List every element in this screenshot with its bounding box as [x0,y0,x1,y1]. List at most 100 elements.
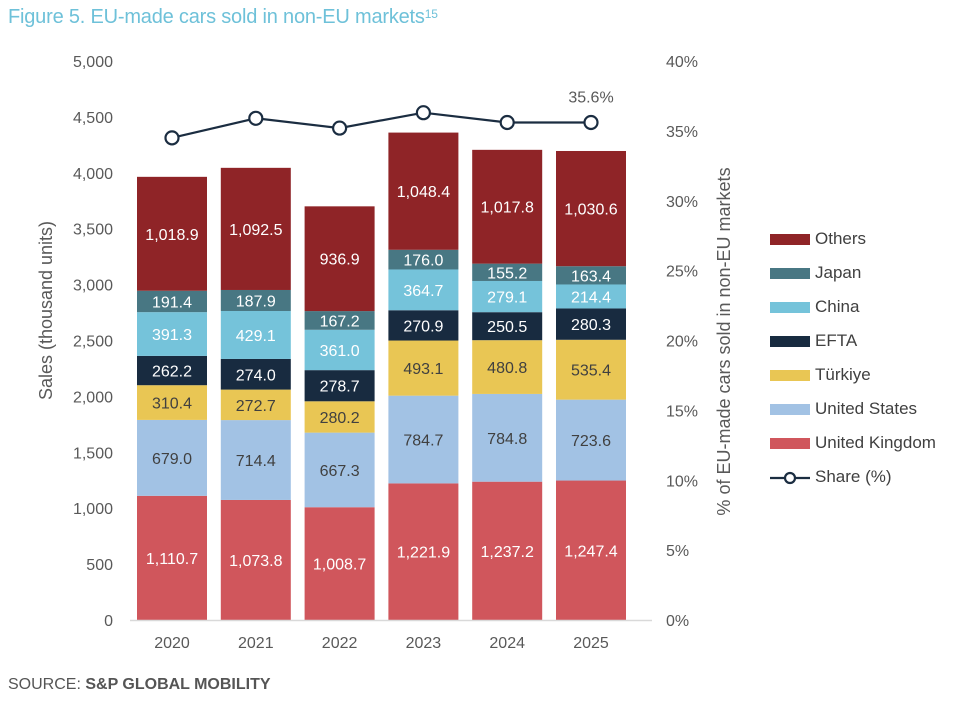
x-tick-label: 2020 [154,635,190,652]
bar-segment-united-states[interactable] [220,420,291,500]
bar-segment-china[interactable] [556,284,626,309]
data-label: 310.4 [152,396,192,413]
bar-segment-others[interactable] [304,206,375,312]
x-tick-label: 2023 [406,635,442,652]
bar-segment-efta[interactable] [304,370,375,402]
legend-item-share[interactable]: Share (%) [770,460,936,494]
share-marker-2022[interactable] [332,120,348,136]
bar-segment-japan[interactable] [556,266,626,285]
data-label: 493.1 [403,361,443,378]
bar-segment-united-states[interactable] [556,399,626,481]
share-marker-2025[interactable] [583,114,599,131]
bar-segment-t-rkiye[interactable] [388,340,459,396]
data-label: 1,017.8 [481,200,534,217]
bar-segment-china[interactable] [304,329,375,371]
y2-tick-label: 20% [666,334,698,351]
bar-stack-2022: 1,008.7 667.3 280.2 278.7 361.0 167.2 936.9 [304,206,375,620]
y-tick-label: 500 [86,557,113,574]
data-label: 1,008.7 [313,557,366,574]
bar-segment-others[interactable] [137,176,207,291]
bar-segment-united-states[interactable] [304,432,375,508]
data-label: 1,018.9 [145,227,198,244]
legend-item-united-states[interactable]: United States [770,392,936,426]
bar-segment-china[interactable] [137,312,207,356]
bar-segment-japan[interactable] [304,311,375,330]
footnote-ref[interactable]: 15 [424,7,438,21]
bar-segment-others[interactable] [220,167,291,290]
bar-stack-2020: 1,110.7 679.0 310.4 262.2 391.3 191.4 1,018.9 [137,176,207,620]
bar-segment-t-rkiye[interactable] [304,401,375,433]
figure-title-text: Figure 5. EU-made cars sold in non-EU ma… [8,6,425,28]
bar-segment-t-rkiye[interactable] [472,340,543,394]
share-marker-2023[interactable] [415,105,431,121]
bar-segment-china[interactable] [220,310,291,359]
legend-swatch [770,335,810,347]
legend-item-united-kingdom[interactable]: United Kingdom [770,426,936,460]
legend-item-efta[interactable]: EFTA [770,324,936,358]
bar-segment-efta[interactable] [137,355,207,386]
bar-segment-united-kingdom[interactable] [556,480,626,620]
legend-swatch [770,403,810,415]
bar-segment-others[interactable] [472,149,543,264]
data-label: 714.4 [236,453,276,470]
bar-segment-japan[interactable] [220,289,291,311]
legend-label: Türkiye [815,365,871,384]
bar-segment-t-rkiye[interactable] [220,389,291,421]
y-axis-right: 0% 5% 10% 15% 20% 25% 30% 35% 40% [666,54,698,630]
bar-segment-t-rkiye[interactable] [137,385,207,420]
y-tick-label: 3,000 [73,278,113,295]
data-label: 1,048.4 [397,184,450,201]
bar-segment-united-kingdom[interactable] [472,481,543,620]
bar-segment-united-states[interactable] [472,393,543,482]
source-prefix: SOURCE: [8,676,86,693]
share-marker-2024[interactable] [499,114,515,131]
legend-item-t-rkiye[interactable]: Türkiye [770,358,936,392]
data-label: 279.1 [487,290,527,307]
bar-segment-others[interactable] [556,150,626,267]
x-tick-label: 2024 [489,635,525,652]
y-tick-label: 2,500 [73,334,113,351]
data-label: 535.4 [571,363,611,380]
data-label: 167.2 [320,313,360,330]
y2-tick-label: 25% [666,264,698,281]
legend-swatch [770,369,810,381]
bar-segment-t-rkiye[interactable] [556,339,626,400]
bar-segment-united-states[interactable] [388,395,459,484]
y2-tick-label: 30% [666,194,698,211]
bar-segment-others[interactable] [388,132,459,250]
legend-label: Others [815,229,867,248]
bar-segment-united-kingdom[interactable] [137,495,207,620]
bar-stack-2021: 1,073.8 714.4 272.7 274.0 429.1 187.9 1,092.5 [220,167,291,620]
legend-label: China [815,297,860,316]
bar-segment-china[interactable] [472,280,543,313]
share-marker-2021[interactable] [248,110,264,126]
bar-segment-efta[interactable] [220,358,291,390]
bar-segment-japan[interactable] [137,290,207,313]
bar-segment-united-states[interactable] [137,419,207,496]
data-label: 1,247.4 [564,543,617,560]
bar-segment-japan[interactable] [388,249,459,270]
y2-tick-label: 35% [666,124,698,141]
legend-item-japan[interactable]: Japan [770,256,936,290]
share-marker-2020[interactable] [164,130,180,146]
share-line [171,111,591,139]
y-axis-title: Sales (thousand units) [36,221,56,400]
bar-segment-united-kingdom[interactable] [220,499,291,620]
bar-segment-efta[interactable] [556,308,626,340]
legend-line-marker-icon [770,470,810,485]
y-tick-label: 4,500 [73,110,113,127]
y-tick-label: 3,500 [73,222,113,239]
bar-segment-japan[interactable] [472,263,543,281]
bar-segment-efta[interactable] [388,310,459,341]
y2-tick-label: 15% [666,403,698,420]
bar-segment-united-kingdom[interactable] [304,507,375,620]
bar-segment-united-kingdom[interactable] [388,483,459,620]
y-tick-label: 0 [104,613,113,630]
data-label: 723.6 [571,433,611,450]
bar-segment-efta[interactable] [472,312,543,341]
legend-item-others[interactable]: Others [770,222,936,256]
data-label: 280.2 [320,410,360,427]
bar-segment-china[interactable] [388,269,459,311]
legend-item-china[interactable]: China [770,290,936,324]
